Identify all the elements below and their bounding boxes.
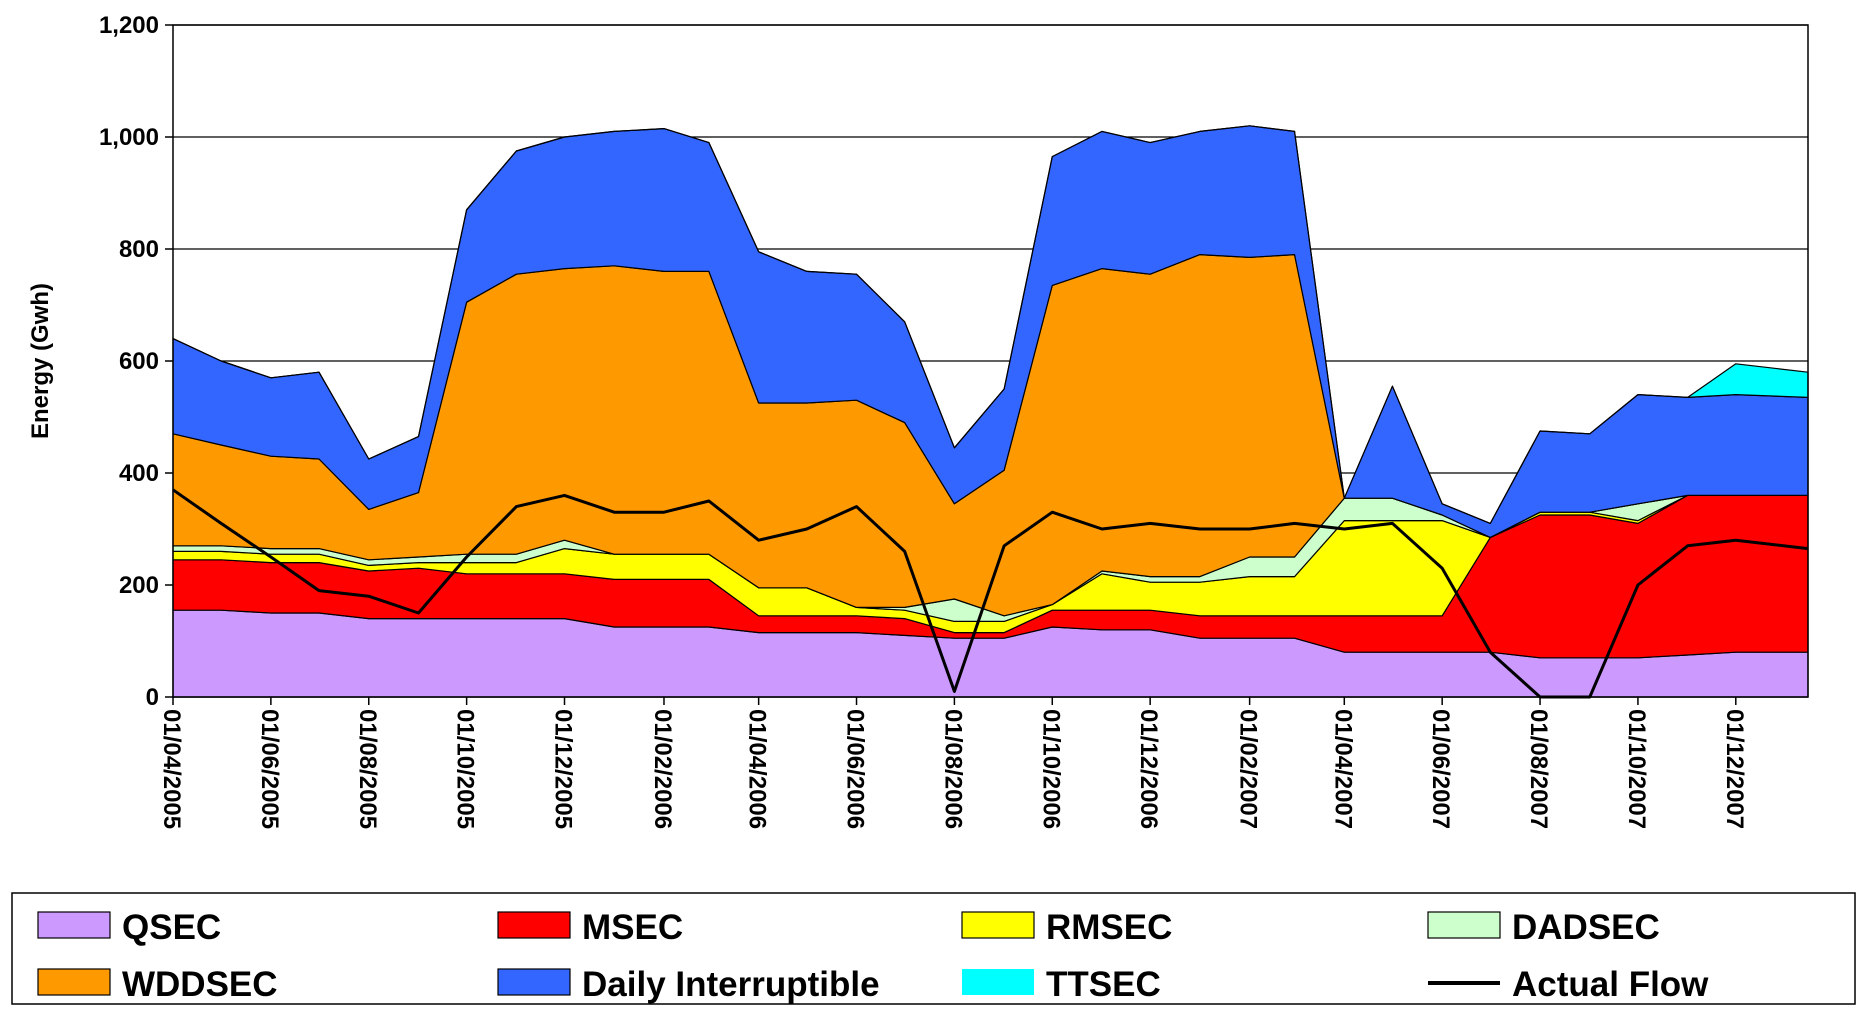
line-series-group: [172, 488, 1809, 699]
legend-swatch-daily-interruptible: [497, 968, 571, 996]
x-tick-label: 01/12/2005: [550, 709, 577, 829]
x-tick-label: 01/08/2006: [939, 709, 966, 829]
y-tick-label: 800: [119, 236, 159, 263]
x-tick-label: 01/04/2005: [158, 709, 185, 829]
legend-swatch-rmsec: [961, 911, 1035, 939]
x-axis-ticks: 01/04/2005 01/06/2005 01/08/2005 01/10/2005…: [158, 697, 1748, 829]
legend-swatch-qsec: [37, 911, 111, 939]
x-tick-label: 01/08/2007: [1525, 709, 1552, 829]
x-tick-label: 01/10/2005: [452, 709, 479, 829]
x-tick-label: 01/12/2007: [1721, 709, 1748, 829]
y-tick-label: 200: [119, 572, 159, 599]
x-tick-label: 01/04/2007: [1329, 709, 1356, 829]
y-tick-label: 600: [119, 348, 159, 375]
legend-swatch-wddsec: [37, 968, 111, 996]
y-tick-label: 0: [146, 684, 159, 711]
x-tick-label: 01/10/2006: [1037, 709, 1064, 829]
legend-label-wddsec: WDDSEC: [122, 965, 278, 1004]
legend-label-actual-flow: Actual Flow: [1512, 965, 1709, 1004]
x-tick-label: 01/10/2007: [1623, 709, 1650, 829]
area-series-group: [172, 125, 1809, 698]
legend-label-rmsec: RMSEC: [1046, 908, 1172, 947]
x-tick-label: 01/08/2005: [354, 709, 381, 829]
legend-label-daily-interruptible: Daily Interruptible: [582, 965, 880, 1004]
legend-label-dadsec: DADSEC: [1512, 908, 1660, 947]
x-tick-label: 01/04/2006: [744, 709, 771, 829]
y-axis-ticks: 0 200 400 600 800 1,000 1,200: [99, 12, 173, 711]
legend-label-qsec: QSEC: [122, 908, 221, 947]
legend-box: [11, 892, 1856, 1005]
y-tick-label: 1,200: [99, 12, 159, 39]
x-tick-label: 01/06/2007: [1427, 709, 1454, 829]
y-tick-label: 400: [119, 460, 159, 487]
x-tick-label: 01/06/2006: [842, 709, 869, 829]
x-tick-label: 01/02/2007: [1235, 709, 1262, 829]
x-tick-label: 01/02/2006: [649, 709, 676, 829]
legend-swatch-ttsec: [962, 969, 1034, 995]
x-tick-label: 01/12/2006: [1135, 709, 1162, 829]
y-axis-title: Energy (Gwh): [27, 283, 54, 439]
line-actual-flow: [172, 488, 1809, 699]
legend: QSEC MSEC RMSEC DADSEC WDDSEC Daily Interrupt…: [37, 908, 1709, 1004]
legend-label-msec: MSEC: [582, 908, 683, 947]
legend-swatch-msec: [497, 911, 571, 939]
legend-swatch-dadsec: [1427, 911, 1501, 939]
y-tick-label: 1,000: [99, 124, 159, 151]
legend-label-ttsec: TTSEC: [1046, 965, 1161, 1004]
x-tick-label: 01/06/2005: [256, 709, 283, 829]
